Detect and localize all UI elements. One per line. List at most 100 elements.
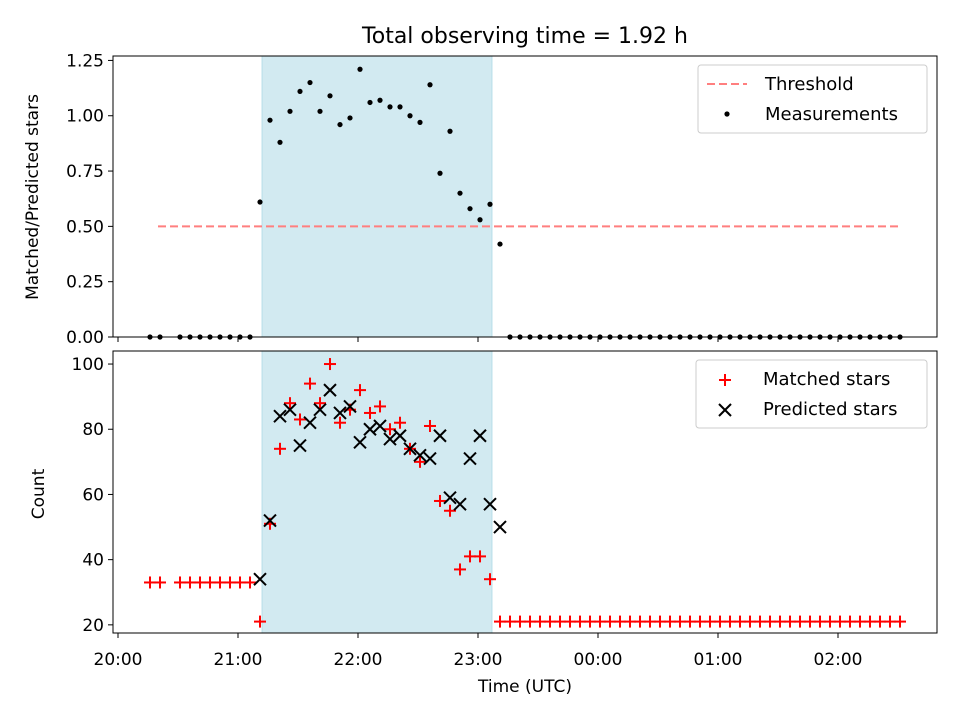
matched-star-point	[474, 550, 486, 563]
predicted-star-point	[393, 429, 407, 443]
measurements-legend-swatch	[724, 111, 730, 117]
top-plot-frame	[112, 55, 938, 338]
x-tick-label: 02:00	[814, 650, 863, 670]
measurement-point	[297, 88, 303, 95]
measurement-point	[337, 121, 343, 128]
matched-star-point	[254, 615, 266, 628]
bottom-plot-frame	[112, 350, 938, 634]
matched-star-point	[484, 573, 496, 586]
matched-star-point	[394, 416, 406, 429]
measurement-point	[497, 241, 503, 247]
x-tick-label: 23:00	[454, 650, 503, 670]
matched-star-point	[384, 423, 396, 436]
predicted-star-point	[383, 432, 397, 446]
predicted-star-point	[303, 416, 317, 430]
matched-star-point	[414, 455, 426, 468]
measurement-point	[267, 117, 273, 123]
threshold-legend-label: Threshold	[764, 74, 854, 95]
predicted-star-point	[373, 419, 387, 433]
predicted-star-point	[353, 435, 367, 449]
x-tick-label: 00:00	[574, 650, 623, 670]
matched-star-point	[244, 576, 256, 589]
matched-star-point	[894, 615, 906, 628]
x-axis-label: Time (UTC)	[477, 677, 572, 697]
predicted-star-point	[323, 383, 337, 397]
measurement-point	[457, 190, 463, 196]
measurement-point	[437, 170, 443, 176]
measurement-point	[277, 139, 283, 145]
top-y-ticks: 0.00 0.25 0.50 0.75 1.00 1.25	[66, 51, 113, 348]
measurement-point	[257, 199, 263, 205]
measurement-point	[477, 217, 483, 223]
matched-star-point	[294, 413, 306, 426]
bottom-star-points	[144, 358, 906, 628]
top-y-axis-label: Matched/Predicted stars	[23, 94, 43, 300]
y-tick-label: 60	[82, 485, 104, 505]
top-x-ticks	[117, 337, 839, 342]
measurement-point	[287, 108, 293, 114]
bottom-legend-box	[695, 359, 928, 429]
measurement-point	[487, 201, 493, 207]
x-tick-label: 21:00	[214, 650, 263, 670]
predicted-star-point	[333, 406, 347, 420]
matched-star-point	[324, 358, 336, 371]
matched-star-point	[454, 563, 466, 576]
y-tick-label: 0.75	[66, 162, 104, 182]
matched-star-point	[304, 377, 316, 390]
measurement-point	[427, 82, 433, 88]
top-legend: Threshold Measurements	[697, 64, 928, 134]
bottom-legend: Matched stars Predicted stars	[695, 359, 928, 429]
predicted-star-point	[253, 572, 267, 586]
x-tick-label: 20:00	[94, 650, 143, 670]
matched-star-point	[334, 416, 346, 429]
measurement-point	[317, 108, 323, 114]
measurement-point	[307, 79, 313, 86]
predicted-star-point	[423, 451, 437, 466]
predicted-star-point	[413, 448, 427, 463]
y-tick-label: 1.25	[66, 51, 104, 71]
measurement-point	[377, 97, 383, 103]
predicted-star-point	[293, 438, 307, 453]
x-tick-label: 01:00	[694, 650, 743, 670]
matched-legend-swatch	[719, 374, 731, 386]
y-tick-label: 40	[82, 551, 104, 571]
measurement-point	[387, 104, 393, 110]
y-tick-label: 0.00	[66, 328, 104, 348]
measurement-point	[347, 115, 353, 121]
matched-legend-label: Matched stars	[763, 369, 890, 390]
predicted-star-point	[443, 490, 457, 505]
predicted-star-point	[263, 513, 277, 528]
predicted-star-point	[493, 520, 507, 534]
predicted-star-point	[313, 402, 327, 417]
bottom-observing-window-shade	[261, 350, 493, 634]
measurement-point	[367, 99, 373, 106]
matched-star-point	[154, 576, 166, 589]
top-panel: 0.00 0.25 0.50 0.75 1.00 1.25 Total observing…	[23, 24, 938, 348]
predicted-star-point	[283, 402, 297, 417]
measurement-point	[417, 119, 423, 125]
matched-star-point	[424, 419, 436, 432]
measurement-point	[467, 206, 473, 212]
predicted-star-point	[343, 399, 357, 414]
top-legend-box	[697, 64, 928, 134]
measurement-point	[327, 93, 333, 99]
matched-star-point	[374, 400, 386, 413]
predicted-star-point	[483, 497, 497, 511]
matched-star-point	[444, 504, 456, 517]
measurement-point	[447, 128, 453, 134]
measurement-point	[397, 104, 403, 110]
predicted-star-point	[363, 422, 377, 436]
x-tick-label: 22:00	[334, 650, 383, 670]
matched-star-point	[354, 384, 366, 397]
matched-star-point	[314, 397, 326, 410]
matched-star-point	[364, 406, 376, 419]
y-tick-label: 100	[72, 355, 104, 375]
matched-star-point	[434, 494, 446, 507]
bottom-y-axis-label: Count	[29, 468, 49, 519]
predicted-star-point	[433, 429, 447, 443]
measurement-point	[357, 66, 363, 72]
bottom-x-ticks: 20:00 21:00 22:00 23:00 00:00 01:00 02:00	[94, 633, 863, 670]
measurements-legend-label: Measurements	[765, 104, 898, 125]
y-tick-label: 1.00	[66, 107, 104, 127]
